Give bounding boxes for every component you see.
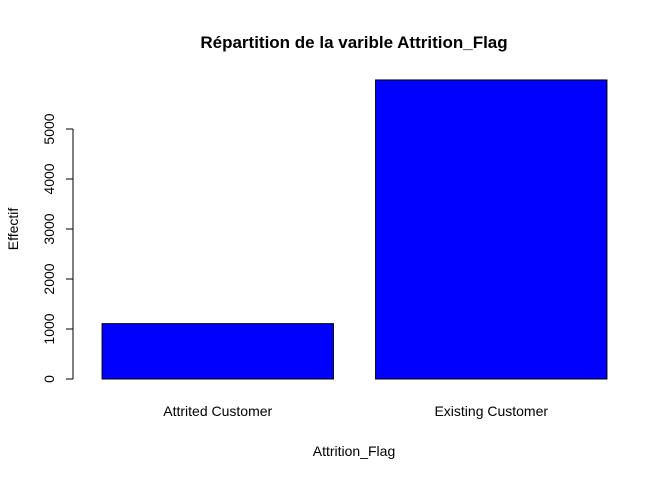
bar-existing-customer: [375, 79, 608, 380]
x-tick-labels: Attrited Customer Existing Customer: [163, 403, 548, 419]
bar-attrited-customer: [101, 323, 334, 380]
x-tick-label: Existing Customer: [434, 403, 548, 419]
y-tick-label: 1000: [41, 313, 57, 344]
chart-title: Répartition de la varible Attrition_Flag: [200, 33, 507, 52]
y-tick-label: 4000: [41, 163, 57, 194]
x-axis-label: Attrition_Flag: [313, 443, 395, 459]
bars-group: [101, 79, 608, 380]
y-axis: 0 1000 2000 3000 4000 5000: [41, 113, 74, 383]
y-tick-label: 3000: [41, 213, 57, 244]
y-tick-label: 5000: [41, 113, 57, 144]
y-tick-label: 2000: [41, 263, 57, 294]
y-tick-label: 0: [41, 375, 57, 383]
x-tick-label: Attrited Customer: [163, 403, 272, 419]
y-axis-label: Effectif: [5, 208, 21, 251]
